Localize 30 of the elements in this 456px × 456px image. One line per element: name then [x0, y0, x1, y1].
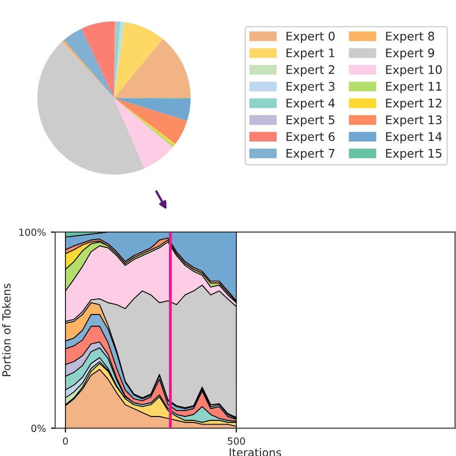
- pie-slice: [81, 21, 115, 98]
- legend-label: Expert 0: [286, 32, 335, 43]
- legend-label: Expert 9: [386, 48, 434, 60]
- y-axis-title: Portion of Tokens: [2, 284, 11, 376]
- legend-label: Expert 12: [386, 98, 442, 110]
- y-tick-label: 100%: [19, 228, 46, 236]
- legend-label: Expert 11: [386, 82, 442, 94]
- pie-slice: [64, 28, 114, 98]
- legend-label: Expert 3: [286, 82, 334, 94]
- legend-label: Expert 2: [286, 65, 334, 76]
- x-tick-label: 500: [228, 437, 245, 445]
- legend-label: Expert 1: [286, 48, 334, 60]
- pie-slice: [114, 98, 188, 144]
- legend-label: Expert 13: [386, 115, 442, 127]
- legend-label: Expert 8: [386, 32, 434, 43]
- legend-label: Expert 6: [286, 132, 335, 144]
- pie-slice: [114, 39, 191, 98]
- pie-slice: [37, 42, 144, 175]
- legend-label: Expert 7: [286, 148, 334, 160]
- legend-label: Expert 10: [386, 65, 442, 76]
- pie-slice: [114, 22, 123, 98]
- legend-label: Expert 14: [386, 132, 442, 144]
- x-tick-label: 0: [62, 437, 68, 445]
- pie-slice: [114, 22, 163, 98]
- legend-label: Expert 15: [386, 148, 442, 160]
- y-tick-label: 0%: [31, 424, 46, 432]
- legend-label: Expert 4: [286, 98, 335, 110]
- pie-slice: [114, 98, 173, 168]
- pie-slice: [114, 98, 191, 121]
- legend-label: Expert 5: [286, 116, 334, 127]
